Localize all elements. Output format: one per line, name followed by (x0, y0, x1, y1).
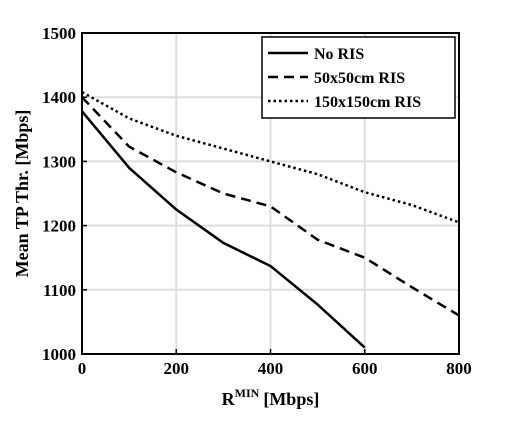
axis-ticks: 0 200 400 600 800 1000 1100 1200 1300 1400 1500 (42, 24, 472, 378)
y-tick-label: 1100 (43, 281, 76, 300)
x-axis-title-unit: [Mbps] (263, 389, 319, 409)
x-tick-label: 600 (352, 359, 378, 378)
y-tick-label: 1300 (42, 152, 76, 171)
legend-label: No RIS (314, 46, 364, 63)
legend-label: 150x150cm RIS (314, 94, 421, 111)
x-tick-label: 200 (164, 359, 190, 378)
x-axis-title: RMIN [Mbps] (222, 386, 320, 409)
series-line-1 (81, 110, 366, 349)
x-tick-label: 800 (446, 359, 472, 378)
y-axis-title: Mean TP Thr. [Mbps] (12, 110, 32, 278)
legend: No RIS 50x50cm RIS 150x150cm RIS (261, 36, 456, 119)
y-tick-label: 1400 (42, 88, 76, 107)
y-tick-label: 1500 (42, 24, 76, 43)
series-lines (81, 90, 460, 349)
x-tick-label: 0 (78, 359, 87, 378)
y-tick-label: 1200 (42, 217, 76, 236)
x-axis-title-superscript: MIN (235, 386, 260, 400)
legend-box (261, 36, 456, 119)
series-line-2 (81, 96, 460, 317)
legend-label: 50x50cm RIS (314, 70, 405, 87)
y-tick-label: 1000 (42, 345, 76, 364)
x-axis-title-main: R (222, 389, 236, 409)
x-tick-label: 400 (258, 359, 284, 378)
